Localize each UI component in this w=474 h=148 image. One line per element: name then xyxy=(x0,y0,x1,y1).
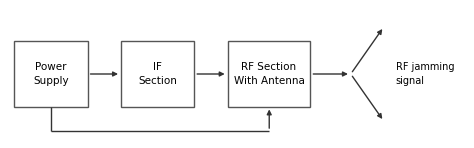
Bar xyxy=(14,41,88,107)
Text: IF
Section: IF Section xyxy=(138,62,177,86)
Text: RF jamming
signal: RF jamming signal xyxy=(396,62,454,86)
Text: Power
Supply: Power Supply xyxy=(33,62,69,86)
Text: RF Section
With Antenna: RF Section With Antenna xyxy=(234,62,304,86)
Bar xyxy=(228,41,310,107)
Bar xyxy=(121,41,194,107)
